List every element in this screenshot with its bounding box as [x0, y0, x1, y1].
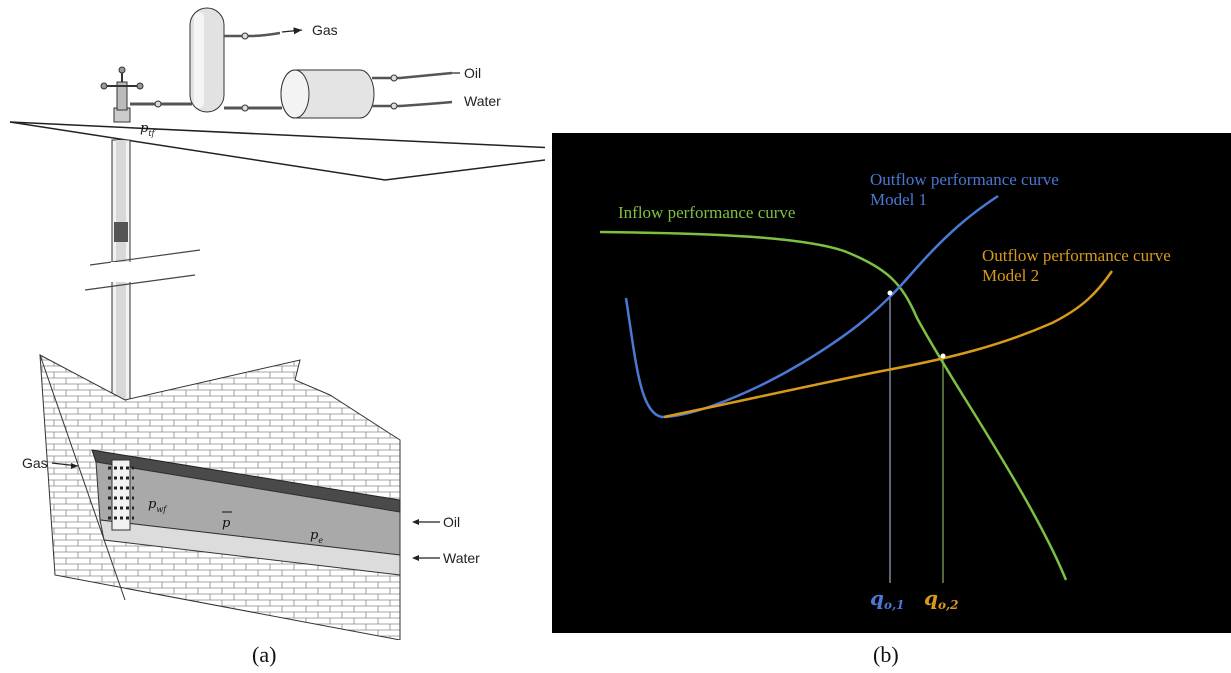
water-zone-label: Water: [443, 550, 480, 566]
outflow-model-1-label-line2: Model 1: [870, 190, 927, 209]
wellhead-icon: [100, 66, 144, 123]
perforated-completion: [108, 459, 134, 531]
inflow-performance-curve: [599, 230, 1068, 581]
gas-zone-label: Gas: [22, 455, 48, 471]
outflow-model-2-label-line1: Outflow performance curve: [982, 246, 1171, 265]
caption-b: (b): [873, 642, 899, 667]
pbar-symbol: p: [222, 511, 232, 531]
oil-water-tank-icon: [280, 69, 375, 119]
depth-break-lines: [84, 249, 201, 291]
water-outlet-label: Water: [464, 93, 501, 109]
operating-point-2: [940, 353, 946, 359]
operating-point-1: [887, 290, 893, 296]
svg-text:p: p: [222, 516, 231, 531]
well-schematic-drawing: ptf Gas Oil Water: [9, 7, 545, 640]
well-schematic-panel: ptf Gas Oil Water: [0, 0, 545, 640]
ground-surface-front-edge: [9, 121, 386, 181]
reservoir-block: [39, 354, 401, 640]
pwf-symbol: pwf: [148, 497, 168, 514]
caption-a: (a): [252, 642, 277, 667]
gas-separator-icon: [189, 7, 225, 113]
outflow-model-1-label-line1: Outflow performance curve: [870, 170, 1059, 189]
nodal-analysis-panel: Inflow performance curve Outflow perform…: [552, 133, 1231, 633]
outflow-curve-model-1: [624, 194, 999, 419]
q-o2-label: qo,2: [924, 586, 959, 612]
nodal-analysis-plot: Inflow performance curve Outflow perform…: [599, 170, 1171, 612]
oil-outlet-label: Oil: [464, 65, 481, 81]
ptf-symbol: ptf: [140, 121, 157, 138]
outflow-model-2-label-line2: Model 2: [982, 266, 1039, 285]
q-o1-label: qo,1: [870, 586, 905, 612]
ground-surface-line: [9, 121, 545, 181]
oil-zone-label: Oil: [443, 514, 460, 530]
inflow-curve-label: Inflow performance curve: [618, 203, 795, 222]
pe-symbol: pe: [310, 528, 323, 545]
gas-outlet-label: Gas: [312, 22, 338, 38]
